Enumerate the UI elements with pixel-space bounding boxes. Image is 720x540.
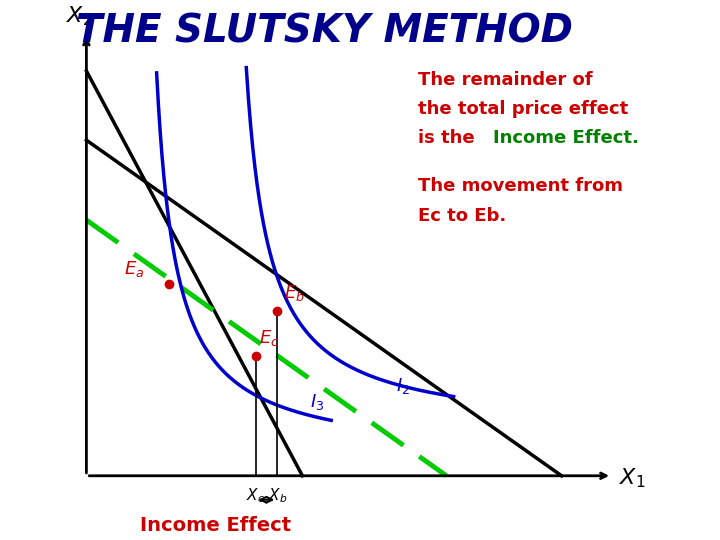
Text: Income Effect: Income Effect xyxy=(140,516,292,535)
Text: is the: is the xyxy=(418,130,480,147)
Text: Income Effect.: Income Effect. xyxy=(493,130,639,147)
Text: Ec to Eb.: Ec to Eb. xyxy=(418,207,506,225)
Text: $X_2$: $X_2$ xyxy=(66,5,92,28)
Text: $E_b$: $E_b$ xyxy=(284,282,305,302)
Text: $X_b$: $X_b$ xyxy=(268,487,287,505)
Text: $X_1$: $X_1$ xyxy=(619,467,646,490)
Text: The movement from: The movement from xyxy=(418,178,623,195)
Text: $I_3$: $I_3$ xyxy=(310,392,324,411)
Text: $X_c$: $X_c$ xyxy=(246,487,265,505)
Text: $E_c$: $E_c$ xyxy=(259,328,279,348)
Text: The remainder of: The remainder of xyxy=(418,71,593,89)
Text: THE SLUTSKY METHOD: THE SLUTSKY METHOD xyxy=(76,12,572,50)
Text: $E_a$: $E_a$ xyxy=(124,259,144,279)
Text: the total price effect: the total price effect xyxy=(418,100,628,118)
Text: $I_2$: $I_2$ xyxy=(396,375,410,395)
